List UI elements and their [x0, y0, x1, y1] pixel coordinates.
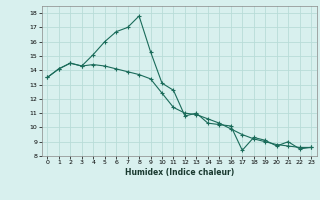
X-axis label: Humidex (Indice chaleur): Humidex (Indice chaleur) [124, 168, 234, 177]
